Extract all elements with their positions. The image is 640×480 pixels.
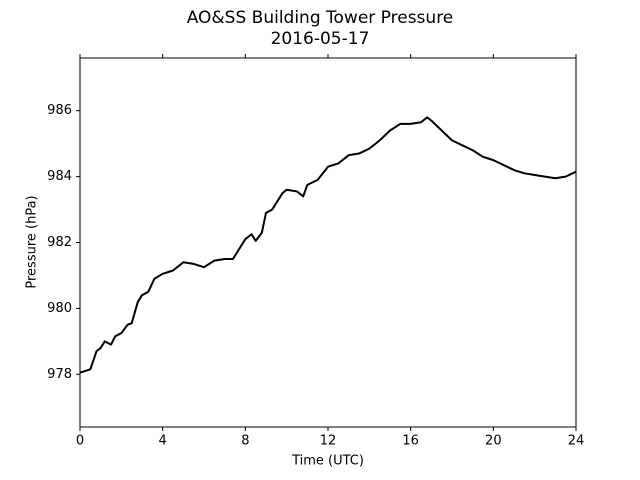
x-tick-label: 8 xyxy=(241,434,249,449)
plot-frame xyxy=(79,57,577,428)
x-tick-label: 12 xyxy=(320,434,337,449)
x-tick-label: 0 xyxy=(76,434,84,449)
y-tick-label: 986 xyxy=(47,103,72,118)
y-axis-label: Pressure (hPa) xyxy=(25,195,40,288)
y-tick-label: 982 xyxy=(47,235,72,250)
chart-subtitle: 2016-05-17 xyxy=(271,29,370,49)
x-tick-label: 20 xyxy=(485,434,502,449)
line xyxy=(79,116,577,374)
y-tick-label: 980 xyxy=(47,301,72,316)
y-tick-label: 984 xyxy=(47,169,72,184)
chart-title: AO&SS Building Tower Pressure xyxy=(187,8,454,28)
x-tick-label: 4 xyxy=(159,434,167,449)
x-tick-label: 24 xyxy=(568,434,585,449)
x-tick-label: 16 xyxy=(402,434,419,449)
x-axis-label: Time (UTC) xyxy=(291,454,364,469)
y-tick-label: 978 xyxy=(47,367,72,382)
